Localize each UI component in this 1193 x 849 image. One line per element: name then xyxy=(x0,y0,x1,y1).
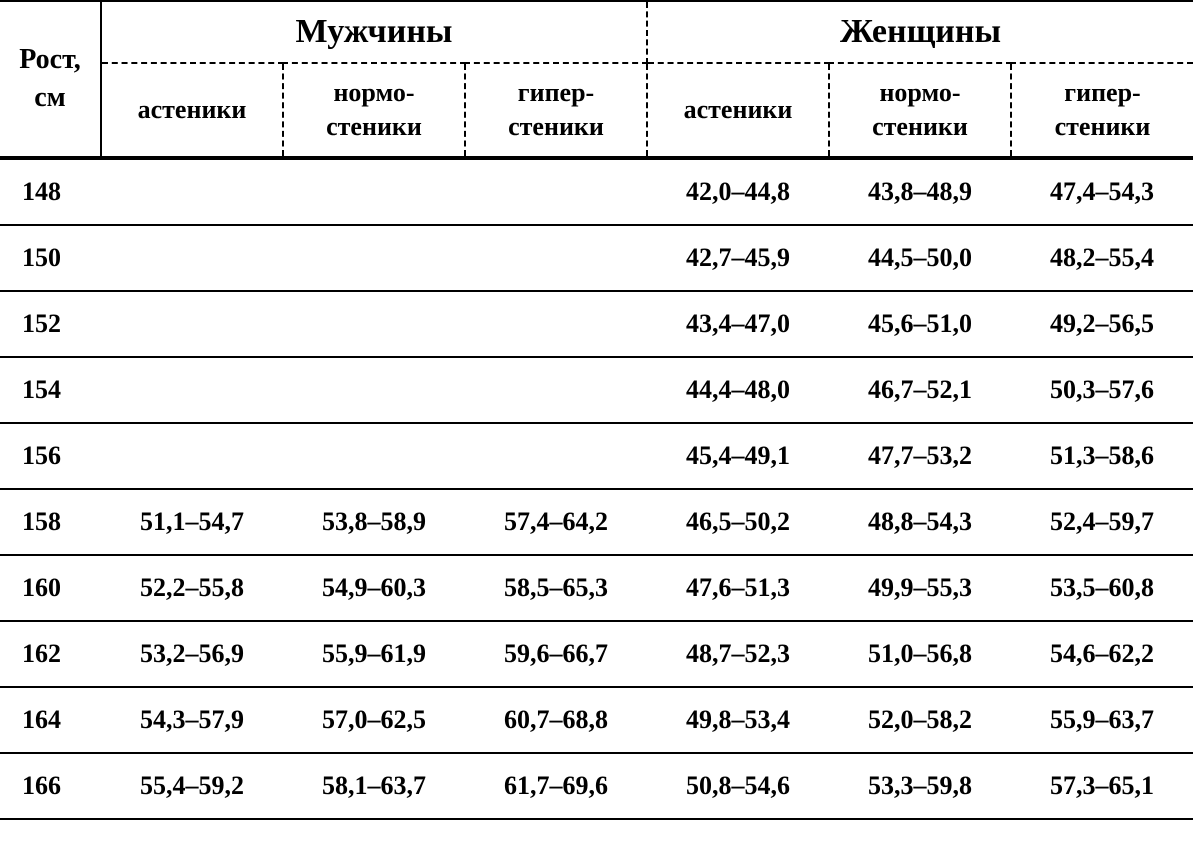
cell-height: 152 xyxy=(0,291,101,357)
cell-value: 55,9–63,7 xyxy=(1011,687,1193,753)
table-header: Рост, см Мужчины Женщины астеники нормо-… xyxy=(0,1,1193,159)
cell-value: 51,1–54,7 xyxy=(101,489,283,555)
cell-value: 54,6–62,2 xyxy=(1011,621,1193,687)
table-row: 154 44,4–48,046,7–52,150,3–57,6 xyxy=(0,357,1193,423)
cell-value: 43,4–47,0 xyxy=(647,291,829,357)
table-row: 16253,2–56,955,9–61,959,6–66,748,7–52,35… xyxy=(0,621,1193,687)
cell-value: 46,7–52,1 xyxy=(829,357,1011,423)
cell-value xyxy=(283,291,465,357)
cell-value: 45,4–49,1 xyxy=(647,423,829,489)
cell-height: 150 xyxy=(0,225,101,291)
cell-value: 48,7–52,3 xyxy=(647,621,829,687)
cell-value: 50,8–54,6 xyxy=(647,753,829,819)
cell-value: 48,2–55,4 xyxy=(1011,225,1193,291)
cell-value xyxy=(283,159,465,225)
cell-value: 54,3–57,9 xyxy=(101,687,283,753)
header-women-ast: астеники xyxy=(647,63,829,157)
cell-value: 49,2–56,5 xyxy=(1011,291,1193,357)
cell-value: 51,0–56,8 xyxy=(829,621,1011,687)
cell-value: 46,5–50,2 xyxy=(647,489,829,555)
cell-height: 156 xyxy=(0,423,101,489)
header-height-line2: см xyxy=(34,82,66,113)
cell-height: 154 xyxy=(0,357,101,423)
cell-height: 158 xyxy=(0,489,101,555)
cell-value: 52,0–58,2 xyxy=(829,687,1011,753)
cell-value: 60,7–68,8 xyxy=(465,687,647,753)
table-row: 15851,1–54,753,8–58,957,4–64,246,5–50,24… xyxy=(0,489,1193,555)
cell-value: 54,9–60,3 xyxy=(283,555,465,621)
cell-value: 44,4–48,0 xyxy=(647,357,829,423)
cell-value: 59,6–66,7 xyxy=(465,621,647,687)
header-height-line1: Рост, xyxy=(19,44,80,75)
cell-value: 49,8–53,4 xyxy=(647,687,829,753)
cell-value: 42,0–44,8 xyxy=(647,159,829,225)
cell-value xyxy=(465,423,647,489)
cell-value: 47,6–51,3 xyxy=(647,555,829,621)
cell-value xyxy=(283,423,465,489)
cell-value: 57,0–62,5 xyxy=(283,687,465,753)
cell-height: 148 xyxy=(0,159,101,225)
cell-value: 48,8–54,3 xyxy=(829,489,1011,555)
cell-value: 57,3–65,1 xyxy=(1011,753,1193,819)
cell-value: 57,4–64,2 xyxy=(465,489,647,555)
table-body: 148 42,0–44,843,8–48,947,4–54,3 150 42,7–45… xyxy=(0,159,1193,819)
cell-value: 52,2–55,8 xyxy=(101,555,283,621)
table-row: 156 45,4–49,147,7–53,251,3–58,6 xyxy=(0,423,1193,489)
cell-value: 53,5–60,8 xyxy=(1011,555,1193,621)
cell-value: 49,9–55,3 xyxy=(829,555,1011,621)
table-row: 148 42,0–44,843,8–48,947,4–54,3 xyxy=(0,159,1193,225)
cell-value: 53,8–58,9 xyxy=(283,489,465,555)
cell-value: 58,5–65,3 xyxy=(465,555,647,621)
header-men-ast: астеники xyxy=(101,63,283,157)
cell-value xyxy=(101,423,283,489)
cell-value: 53,2–56,9 xyxy=(101,621,283,687)
table-row: 150 42,7–45,944,5–50,048,2–55,4 xyxy=(0,225,1193,291)
cell-value: 43,8–48,9 xyxy=(829,159,1011,225)
table-row: 16454,3–57,957,0–62,560,7–68,849,8–53,45… xyxy=(0,687,1193,753)
cell-value xyxy=(283,225,465,291)
header-women: Женщины xyxy=(647,1,1193,63)
header-women-hyper: гипер- стеники xyxy=(1011,63,1193,157)
table-row: 16655,4–59,258,1–63,761,7–69,650,8–54,65… xyxy=(0,753,1193,819)
cell-value xyxy=(101,357,283,423)
cell-height: 160 xyxy=(0,555,101,621)
table-row: 152 43,4–47,045,6–51,049,2–56,5 xyxy=(0,291,1193,357)
header-height: Рост, см xyxy=(0,1,101,157)
table-row: 16052,2–55,854,9–60,358,5–65,347,6–51,34… xyxy=(0,555,1193,621)
cell-value: 51,3–58,6 xyxy=(1011,423,1193,489)
weight-by-height-table: Рост, см Мужчины Женщины астеники нормо-… xyxy=(0,0,1193,820)
cell-value: 55,4–59,2 xyxy=(101,753,283,819)
header-women-norm: нормо- стеники xyxy=(829,63,1011,157)
cell-value xyxy=(101,225,283,291)
cell-value xyxy=(465,159,647,225)
cell-value xyxy=(101,291,283,357)
weight-by-height-table-container: Рост, см Мужчины Женщины астеники нормо-… xyxy=(0,0,1193,820)
cell-value xyxy=(465,291,647,357)
cell-value: 47,7–53,2 xyxy=(829,423,1011,489)
cell-value xyxy=(465,357,647,423)
cell-height: 162 xyxy=(0,621,101,687)
cell-height: 166 xyxy=(0,753,101,819)
cell-value: 50,3–57,6 xyxy=(1011,357,1193,423)
cell-value: 47,4–54,3 xyxy=(1011,159,1193,225)
header-men: Мужчины xyxy=(101,1,647,63)
cell-value: 61,7–69,6 xyxy=(465,753,647,819)
cell-value: 53,3–59,8 xyxy=(829,753,1011,819)
cell-value xyxy=(101,159,283,225)
cell-value: 52,4–59,7 xyxy=(1011,489,1193,555)
cell-value: 58,1–63,7 xyxy=(283,753,465,819)
cell-height: 164 xyxy=(0,687,101,753)
cell-value xyxy=(465,225,647,291)
header-men-norm: нормо- стеники xyxy=(283,63,465,157)
cell-value: 42,7–45,9 xyxy=(647,225,829,291)
header-men-hyper: гипер- стеники xyxy=(465,63,647,157)
cell-value: 44,5–50,0 xyxy=(829,225,1011,291)
cell-value: 45,6–51,0 xyxy=(829,291,1011,357)
cell-value xyxy=(283,357,465,423)
cell-value: 55,9–61,9 xyxy=(283,621,465,687)
